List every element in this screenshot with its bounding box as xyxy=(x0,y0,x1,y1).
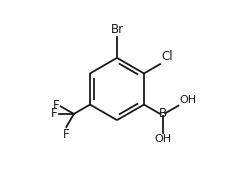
Text: F: F xyxy=(63,128,69,141)
Text: OH: OH xyxy=(155,134,172,144)
Text: F: F xyxy=(51,107,58,121)
Text: Br: Br xyxy=(110,23,124,36)
Text: Cl: Cl xyxy=(162,50,173,63)
Text: B: B xyxy=(159,107,168,121)
Text: OH: OH xyxy=(179,95,196,105)
Text: F: F xyxy=(53,99,60,112)
